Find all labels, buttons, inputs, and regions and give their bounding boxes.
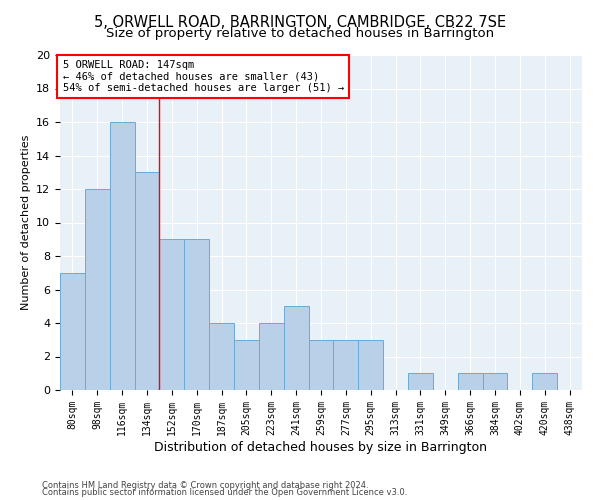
Bar	[334, 340, 358, 390]
Bar	[259, 323, 284, 390]
Bar	[85, 189, 110, 390]
Bar	[532, 373, 557, 390]
Text: Contains HM Land Registry data © Crown copyright and database right 2024.: Contains HM Land Registry data © Crown c…	[42, 480, 368, 490]
X-axis label: Distribution of detached houses by size in Barrington: Distribution of detached houses by size …	[155, 440, 487, 454]
Bar	[408, 373, 433, 390]
Text: Size of property relative to detached houses in Barrington: Size of property relative to detached ho…	[106, 28, 494, 40]
Bar	[284, 306, 308, 390]
Bar	[482, 373, 508, 390]
Bar	[60, 273, 85, 390]
Bar	[308, 340, 334, 390]
Bar	[160, 240, 184, 390]
Text: 5 ORWELL ROAD: 147sqm
← 46% of detached houses are smaller (43)
54% of semi-deta: 5 ORWELL ROAD: 147sqm ← 46% of detached …	[62, 60, 344, 93]
Bar	[458, 373, 482, 390]
Bar	[209, 323, 234, 390]
Bar	[358, 340, 383, 390]
Text: 5, ORWELL ROAD, BARRINGTON, CAMBRIDGE, CB22 7SE: 5, ORWELL ROAD, BARRINGTON, CAMBRIDGE, C…	[94, 15, 506, 30]
Y-axis label: Number of detached properties: Number of detached properties	[20, 135, 31, 310]
Text: Contains public sector information licensed under the Open Government Licence v3: Contains public sector information licen…	[42, 488, 407, 497]
Bar	[234, 340, 259, 390]
Bar	[134, 172, 160, 390]
Bar	[184, 240, 209, 390]
Bar	[110, 122, 134, 390]
